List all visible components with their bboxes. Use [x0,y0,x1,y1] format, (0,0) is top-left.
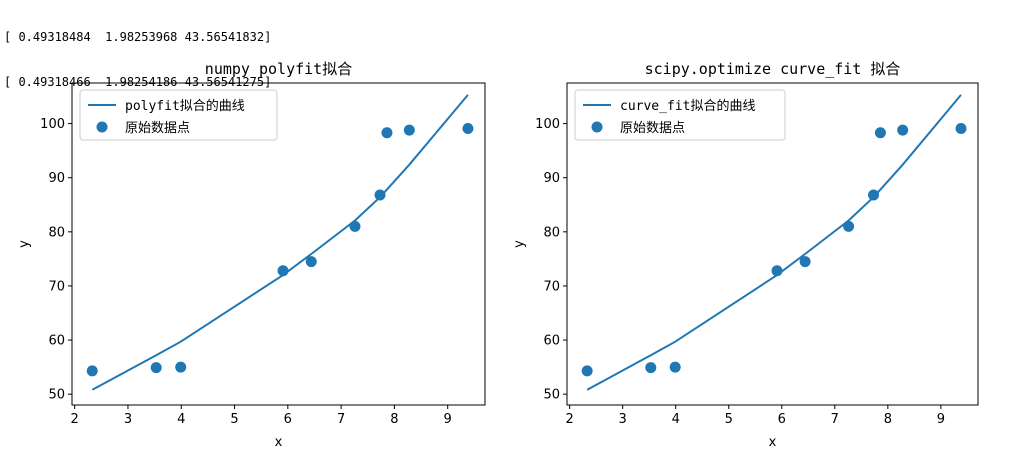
right-data-point [581,365,593,377]
left-x-tick-label: 9 [444,412,452,427]
right-plot-frame [566,82,979,406]
left-legend-box [79,89,278,141]
left-y-tick-label: 70 [48,279,65,294]
left-x-tick-label: 3 [124,412,132,427]
left-data-point [403,124,415,136]
left-plot-frame [71,82,486,406]
right-data-point [897,124,909,136]
right-x-axis-label: x [769,435,777,450]
left-data-point [462,122,474,134]
left-legend-label: polyfit拟合的曲线 [125,98,245,114]
right-data-point [771,265,783,277]
left-x-tick-label: 7 [337,412,345,427]
right-data-point [669,361,681,373]
left-y-axis-label: y [17,240,32,248]
left-x-tick-label: 6 [284,412,292,427]
right-data-point [843,220,855,232]
left-y-tick-label: 50 [48,388,65,403]
right-y-tick-label: 70 [543,279,560,294]
right-y-tick-label: 90 [543,171,560,186]
right-legend-label: curve_fit拟合的曲线 [620,98,755,114]
right-x-tick-label: 2 [566,412,574,427]
left-legend-point-swatch [96,121,108,133]
right-x-tick-label: 9 [937,412,945,427]
right-data-point [874,127,886,139]
left-chart: numpy polyfit拟合 2 3 4 5 6 7 8 9 50 60 70 80 90 100 x y po… [17,60,486,450]
left-x-tick-label: 8 [390,412,398,427]
right-y-tick-label: 50 [543,388,560,403]
right-y-tick-label: 80 [543,225,560,240]
left-data-point [374,189,386,201]
right-data-point [799,256,811,268]
left-data-point [150,362,162,374]
left-data-point [349,220,361,232]
right-x-tick-label: 5 [725,412,733,427]
left-x-tick-label: 2 [71,412,79,427]
right-x-tick-label: 4 [672,412,680,427]
right-data-point [645,362,657,374]
right-x-tick-label: 8 [884,412,892,427]
left-x-tick-label: 5 [230,412,238,427]
left-data-point [277,265,289,277]
right-x-tick-label: 7 [831,412,839,427]
left-data-point [381,127,393,139]
left-x-axis-label: x [275,435,283,450]
right-chart: scipy.optimize curve_fit 拟合 2 3 4 5 6 7 8 9 50 60 7… [512,60,979,450]
right-x-tick-label: 3 [619,412,627,427]
right-legend-label: 原始数据点 [620,121,685,136]
right-legend-box [574,89,786,141]
console-output: [ 0.49318484 1.98253968 43.56541832] [ 0… [4,0,271,105]
left-chart-title: numpy polyfit拟合 [205,60,352,78]
right-y-tick-label: 60 [543,334,560,349]
console-line-2: [ 0.49318466 1.98254186 43.56541275] [4,75,272,89]
left-data-point [175,361,187,373]
left-y-tick-label: 80 [48,225,65,240]
left-fit-curve-line [91,94,469,391]
right-fit-curve-line [586,94,962,391]
left-y-tick-label: 100 [40,117,65,132]
right-data-point [868,189,880,201]
right-data-point [955,122,967,134]
right-chart-title: scipy.optimize curve_fit 拟合 [645,60,901,78]
left-y-tick-label: 90 [48,171,65,186]
right-y-axis-label: y [512,240,527,248]
left-data-point [86,365,98,377]
left-data-point [305,256,317,268]
left-x-tick-label: 4 [177,412,185,427]
right-legend-point-swatch [591,121,603,133]
left-legend-label: 原始数据点 [125,121,190,136]
left-y-tick-label: 60 [48,334,65,349]
console-line-1: [ 0.49318484 1.98253968 43.56541832] [4,30,272,44]
right-y-tick-label: 100 [535,117,560,132]
right-x-tick-label: 6 [778,412,786,427]
